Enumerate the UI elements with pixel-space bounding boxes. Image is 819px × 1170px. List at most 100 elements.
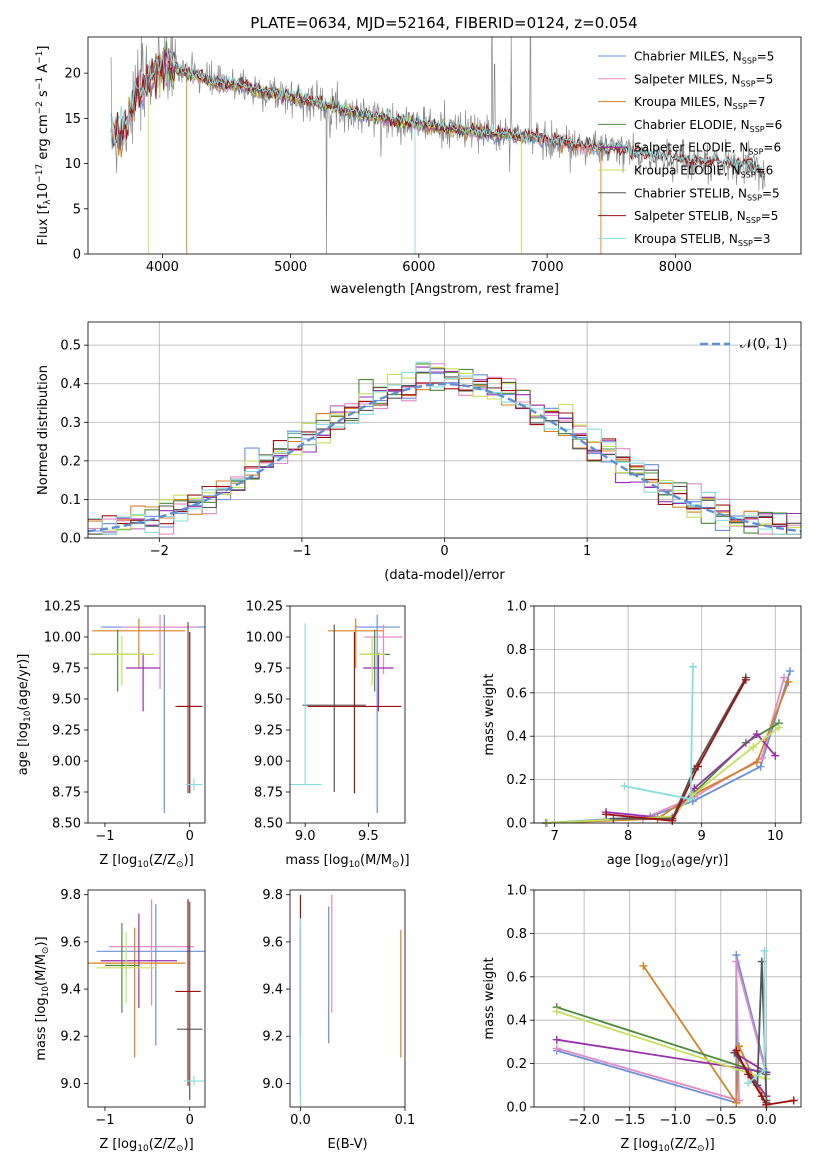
weight-series-line xyxy=(556,1006,767,1076)
gaussian-curve xyxy=(88,382,801,533)
tick-label-x: 9 xyxy=(698,829,706,844)
tick-label-x: 0.1 xyxy=(395,1113,416,1128)
data-point-marker xyxy=(760,1066,769,1075)
legend-residuals: 𝒩(0, 1) xyxy=(700,337,787,352)
model-spectrum-line xyxy=(110,47,602,254)
legend-entry: Kroupa MILES, NSSP=7 xyxy=(634,95,765,111)
data-point-marker xyxy=(784,677,793,686)
tick-label-x: −2.0 xyxy=(568,1113,600,1128)
axes-weight_vs_age: 7 8 9 10 0.0 0.2 0.4 0.6 0.8 1.0 xyxy=(506,600,801,844)
data-point-marker xyxy=(749,743,758,752)
tick-label-y: 0.4 xyxy=(506,1014,527,1029)
data-point-marker xyxy=(639,961,648,970)
tick-label-y: 0.6 xyxy=(506,970,527,985)
axes-frame xyxy=(533,889,802,1108)
tick-label-y: 1.0 xyxy=(506,884,527,899)
tick-label-x: 1 xyxy=(583,544,591,559)
weight-series-line xyxy=(547,722,780,823)
axis-label-x: Z [log10(Z/Z⊙)] xyxy=(620,1137,714,1154)
tick-label-y: 9.8 xyxy=(262,888,283,903)
tick-label-x: −1.5 xyxy=(614,1113,646,1128)
legend-entry: Kroupa ELODIE, NSSP=6 xyxy=(634,164,773,180)
axes-spectrum: 4000 5000 6000 7000 8000 0 5 10 15 20 xyxy=(64,37,766,275)
tick-label-y: 9.6 xyxy=(262,935,283,950)
axes-age_vs_mass: 9.0 9.5 8.50 8.75 9.00 9.25 9.50 9.75 10.00 10.25 xyxy=(246,600,403,844)
data-point-marker xyxy=(756,762,765,771)
tick-label-y: 20 xyxy=(64,67,81,82)
axes-frame xyxy=(87,889,206,1108)
tick-label-x: 7000 xyxy=(531,260,564,275)
tick-label-y: 0.0 xyxy=(506,1101,527,1116)
tick-label-x: 0 xyxy=(440,544,448,559)
data-point-marker xyxy=(744,1079,753,1088)
data-point-marker xyxy=(602,810,611,819)
tick-label-y: 15 xyxy=(64,112,81,127)
legend-entry: Salpeter ELODIE, NSSP=6 xyxy=(634,141,781,157)
data-point-marker xyxy=(552,1007,561,1016)
weight-series-line xyxy=(556,954,768,1104)
figure-title: PLATE=0634, MJD=52164, FIBERID=0124, z=0… xyxy=(250,14,637,32)
axis-label-x: wavelength [Angstrom, rest frame] xyxy=(330,282,559,297)
data-point-marker xyxy=(774,723,783,732)
tick-label-y: 9.50 xyxy=(254,693,283,708)
tick-label-y: 9.2 xyxy=(60,1030,81,1045)
data-point-marker xyxy=(668,816,677,825)
tick-label-x: 0 xyxy=(186,1113,194,1128)
histogram-series xyxy=(88,361,801,535)
histogram-series xyxy=(88,366,801,535)
data-point-marker xyxy=(789,1096,798,1105)
tick-label-y: 0.2 xyxy=(60,454,81,469)
tick-label-x: 5000 xyxy=(274,260,307,275)
tick-label-y: 5 xyxy=(73,202,81,217)
tick-label-x: 0.0 xyxy=(756,1113,777,1128)
tick-label-x: 8000 xyxy=(659,260,692,275)
axis-label-x: Z [log10(Z/Z⊙)] xyxy=(99,1137,193,1154)
axes-frame xyxy=(289,605,406,824)
axes-frame xyxy=(87,36,802,255)
model-spectrum-line xyxy=(110,50,766,254)
tick-label-y: 8.75 xyxy=(52,786,81,801)
tick-label-x: 0.0 xyxy=(290,1113,311,1128)
tick-label-y: 0.4 xyxy=(506,730,527,745)
data-point-marker xyxy=(609,814,618,823)
tick-label-y: 10.25 xyxy=(44,600,81,615)
tick-label-y: 0.5 xyxy=(60,339,81,354)
data-point-marker xyxy=(757,1092,766,1101)
axis-label-x: age [log10(age/yr)] xyxy=(607,853,729,870)
tick-label-y: 0.2 xyxy=(506,773,527,788)
tick-label-x: 10 xyxy=(767,829,784,844)
weight-series-line xyxy=(556,1010,767,1080)
tick-label-y: 9.00 xyxy=(52,755,81,770)
tick-label-y: 0.3 xyxy=(60,416,81,431)
tick-label-y: 9.0 xyxy=(60,1077,81,1092)
tick-label-x: 9.0 xyxy=(295,829,316,844)
data-point-marker xyxy=(752,758,761,767)
tick-label-y: 9.6 xyxy=(60,935,81,950)
tick-label-y: 0.0 xyxy=(60,532,81,547)
data-point-marker xyxy=(694,762,703,771)
tick-label-x: −2 xyxy=(150,544,169,559)
tick-label-y: 9.00 xyxy=(254,755,283,770)
tick-label-y: 9.75 xyxy=(52,662,81,677)
data-point-marker xyxy=(620,782,629,791)
data-point-marker xyxy=(735,1042,744,1051)
tick-label-y: 9.25 xyxy=(254,724,283,739)
tick-label-y: 10.00 xyxy=(44,631,81,646)
tick-label-y: 10.25 xyxy=(246,600,283,615)
tick-label-y: 0.8 xyxy=(506,927,527,942)
weight-series-line xyxy=(556,961,768,1102)
axes-frame xyxy=(87,605,206,824)
legend-entry: Salpeter MILES, NSSP=5 xyxy=(634,72,773,88)
tick-label-x: 7 xyxy=(550,829,558,844)
weight-series-line xyxy=(642,965,768,1106)
tick-label-x: 8 xyxy=(624,829,632,844)
tick-label-y: 8.75 xyxy=(254,786,283,801)
tick-label-y: 9.4 xyxy=(262,983,283,998)
axis-label-x: mass [log10(M/M⊙)] xyxy=(285,853,409,870)
tick-label-y: 0.2 xyxy=(506,1057,527,1072)
tick-label-y: 0.1 xyxy=(60,493,81,508)
tick-label-y: 8.50 xyxy=(254,817,283,832)
axes-mass_vs_Z: −1 0 9.0 9.2 9.4 9.6 9.8 xyxy=(60,888,205,1128)
histogram-series xyxy=(88,368,801,535)
axis-label-x: Z [log10(Z/Z⊙)] xyxy=(99,853,193,870)
